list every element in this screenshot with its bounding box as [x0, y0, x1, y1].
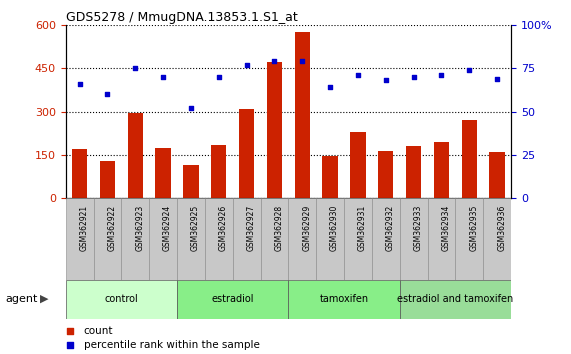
- Text: GSM362921: GSM362921: [79, 205, 89, 251]
- Point: [297, 127, 307, 132]
- Text: count: count: [83, 326, 113, 336]
- Text: tamoxifen: tamoxifen: [319, 294, 369, 304]
- Point: [242, 62, 251, 68]
- Text: GSM362936: GSM362936: [497, 205, 506, 251]
- Bar: [122, 198, 149, 280]
- Text: GSM362935: GSM362935: [469, 205, 478, 251]
- Text: agent: agent: [6, 294, 38, 304]
- Point: [353, 72, 363, 78]
- Bar: [428, 198, 456, 280]
- Point: [297, 58, 307, 64]
- Point: [131, 65, 140, 71]
- Bar: [211, 145, 227, 198]
- Text: ▶: ▶: [40, 294, 49, 304]
- Bar: [372, 198, 400, 280]
- Bar: [149, 198, 177, 280]
- Text: GSM362927: GSM362927: [247, 205, 256, 251]
- Text: GSM362931: GSM362931: [358, 205, 367, 251]
- Bar: [456, 198, 483, 280]
- Bar: [344, 198, 372, 280]
- Bar: [205, 198, 233, 280]
- Bar: [66, 198, 94, 280]
- Point: [103, 91, 112, 97]
- Bar: [295, 32, 310, 198]
- Text: GSM362934: GSM362934: [441, 205, 451, 251]
- Bar: [350, 132, 365, 198]
- Point: [493, 76, 502, 81]
- Bar: [94, 198, 122, 280]
- Bar: [406, 146, 421, 198]
- Bar: [323, 156, 338, 198]
- Text: GSM362933: GSM362933: [413, 205, 423, 251]
- Text: control: control: [104, 294, 138, 304]
- Bar: [483, 198, 511, 280]
- Bar: [267, 62, 282, 198]
- Point: [465, 67, 474, 73]
- Text: percentile rank within the sample: percentile rank within the sample: [83, 340, 260, 350]
- Bar: [288, 198, 316, 280]
- Bar: [177, 280, 288, 319]
- Point: [159, 74, 168, 80]
- Text: GSM362926: GSM362926: [219, 205, 228, 251]
- Bar: [127, 113, 143, 198]
- Text: GSM362923: GSM362923: [135, 205, 144, 251]
- Text: GSM362922: GSM362922: [107, 205, 116, 251]
- Text: GSM362925: GSM362925: [191, 205, 200, 251]
- Bar: [489, 152, 505, 198]
- Bar: [378, 150, 393, 198]
- Point: [75, 81, 84, 87]
- Text: GSM362929: GSM362929: [302, 205, 311, 251]
- Bar: [400, 198, 428, 280]
- Point: [381, 78, 391, 83]
- Bar: [461, 120, 477, 198]
- Text: GSM362928: GSM362928: [275, 205, 283, 251]
- Bar: [233, 198, 260, 280]
- Text: GSM362924: GSM362924: [163, 205, 172, 251]
- Text: GDS5278 / MmugDNA.13853.1.S1_at: GDS5278 / MmugDNA.13853.1.S1_at: [66, 11, 297, 24]
- Bar: [260, 198, 288, 280]
- Bar: [288, 280, 400, 319]
- Text: estradiol: estradiol: [211, 294, 254, 304]
- Point: [214, 74, 223, 80]
- Point: [409, 74, 418, 80]
- Bar: [155, 148, 171, 198]
- Bar: [66, 280, 177, 319]
- Text: GSM362930: GSM362930: [330, 205, 339, 251]
- Text: GSM362932: GSM362932: [386, 205, 395, 251]
- Bar: [72, 149, 87, 198]
- Point: [186, 105, 195, 111]
- Bar: [100, 161, 115, 198]
- Point: [437, 72, 446, 78]
- Bar: [400, 280, 511, 319]
- Text: estradiol and tamoxifen: estradiol and tamoxifen: [397, 294, 513, 304]
- Bar: [183, 165, 199, 198]
- Point: [325, 84, 335, 90]
- Point: [270, 58, 279, 64]
- Point: [297, 254, 307, 260]
- Bar: [239, 109, 254, 198]
- Bar: [316, 198, 344, 280]
- Bar: [434, 142, 449, 198]
- Bar: [177, 198, 205, 280]
